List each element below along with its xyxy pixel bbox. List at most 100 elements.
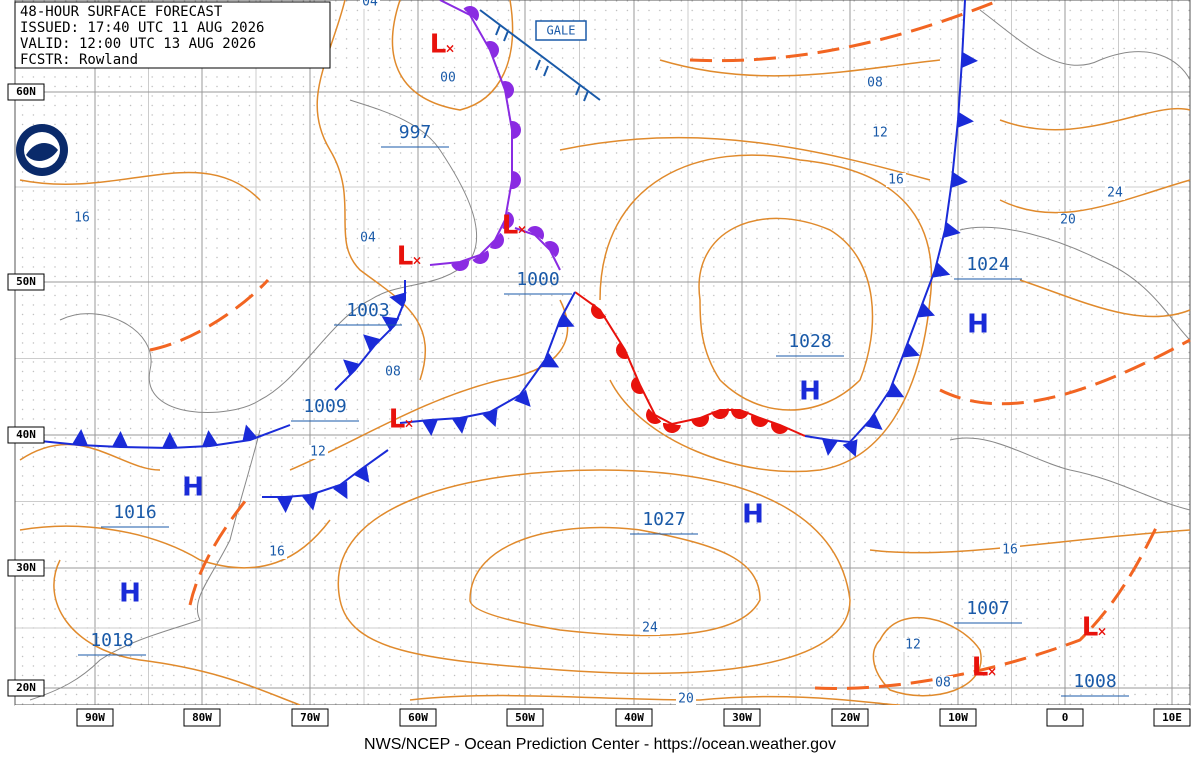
isobar-label-bg [676,692,696,706]
longitude-label: 80W [192,711,212,724]
warning-box [535,20,587,41]
isobar-label: 00 [440,71,456,86]
low-marker: × [987,665,997,679]
header-line: ISSUED: 17:40 UTC 11 AUG 2026 [20,20,264,36]
low-symbol: L [502,211,519,241]
high-pressure: 1016 [113,502,156,523]
isobar-label-bg [1105,186,1125,200]
low-marker: × [517,223,527,237]
isobar-label: 08 [867,76,883,91]
low-pressure: 997 [399,122,432,143]
longitude-label: 60W [408,711,428,724]
lat-box [7,679,45,697]
longitude-label: 90W [85,711,105,724]
isobar-label-bg [308,445,328,459]
isobar-label-bg [358,231,378,245]
isobar-label: 08 [385,365,401,380]
low-pressure: 1003 [346,300,389,321]
latitude-label: 50N [16,275,36,288]
isobar-label-bg [1000,543,1020,557]
high-symbol: H [742,500,764,530]
isobar-label-bg [267,545,287,559]
lat-box [7,426,45,444]
isobar-label: 16 [888,173,904,188]
isobar-label: 12 [872,126,888,141]
lon-box [615,708,653,727]
lon-box [723,708,761,727]
high-pressure: 1027 [642,509,685,530]
low-symbol: L [972,653,989,683]
isobar-label-bg [933,676,953,690]
lon-box [506,708,544,727]
isobar-label: 24 [642,621,658,636]
longitude-label: 50W [515,711,535,724]
lon-box [939,708,977,727]
low-symbol: L [397,242,414,272]
isobar-label-bg [640,621,660,635]
low-symbol: L [430,30,447,60]
low-pressure: 1000 [516,269,559,290]
low-pressure: 1008 [1073,671,1116,692]
isobar-label-bg [438,71,458,85]
high-symbol: H [119,579,141,609]
isobar-label: 20 [1060,213,1076,228]
low-marker: × [1097,625,1107,639]
low-marker: × [412,254,422,268]
low-symbol: L [389,405,406,435]
header-line: 48-HOUR SURFACE FORECAST [20,4,223,20]
isobar-label-bg [886,173,906,187]
high-pressure: 1018 [90,630,133,651]
isobar-label: 16 [1002,543,1018,558]
isobar-label-bg [1058,213,1078,227]
lon-box [76,708,114,727]
longitude-label: 40W [624,711,644,724]
noaa-logo [16,124,68,176]
isobar-label: 04 [362,0,378,10]
longitude-label: 70W [300,711,320,724]
lat-box [7,273,45,291]
isobar-label: 04 [360,231,376,246]
header-line: FCSTR: Rowland [20,52,138,68]
lon-box [1046,708,1084,727]
isobar-label-bg [383,365,403,379]
isobar-label-bg [865,76,885,90]
footer: NWS/NCEP - Ocean Prediction Center - htt… [364,736,836,753]
isobar-label: 08 [935,676,951,691]
longitude-label: 0 [1062,711,1069,724]
low-pressure: 1009 [303,396,346,417]
longitude-label: 10E [1162,711,1182,724]
isobar-label-bg [870,126,890,140]
lon-box [291,708,329,727]
lon-box [1153,708,1191,727]
latitude-label: 20N [16,681,36,694]
isobar-label: 16 [74,211,90,226]
isobar-label: 24 [1107,186,1123,201]
latitude-label: 30N [16,561,36,574]
high-symbol: H [182,473,204,503]
high-pressure: 1024 [966,254,1009,275]
high-symbol: H [799,377,821,407]
lon-box [183,708,221,727]
low-marker: × [445,42,455,56]
lat-box [7,83,45,101]
gale-barbs [479,9,601,102]
isobar-label: 16 [269,545,285,560]
troughs [149,0,1191,690]
isobar-label-bg [360,0,380,9]
low-marker: × [404,417,414,431]
isobar-label: 12 [310,445,326,460]
longitude-label: 30W [732,711,752,724]
lon-box [399,708,437,727]
lat-box [7,559,45,577]
header-line: VALID: 12:00 UTC 13 AUG 2026 [20,36,256,52]
low-symbol: L [1082,613,1099,643]
low-pressure: 1007 [966,598,1009,619]
lon-box [831,708,869,727]
isobar-label: 12 [905,638,921,653]
isobar-label-bg [72,211,92,225]
isobar-label-bg [903,638,923,652]
longitude-label: 20W [840,711,860,724]
warning-label: GALE [547,24,576,38]
high-symbol: H [967,310,989,340]
